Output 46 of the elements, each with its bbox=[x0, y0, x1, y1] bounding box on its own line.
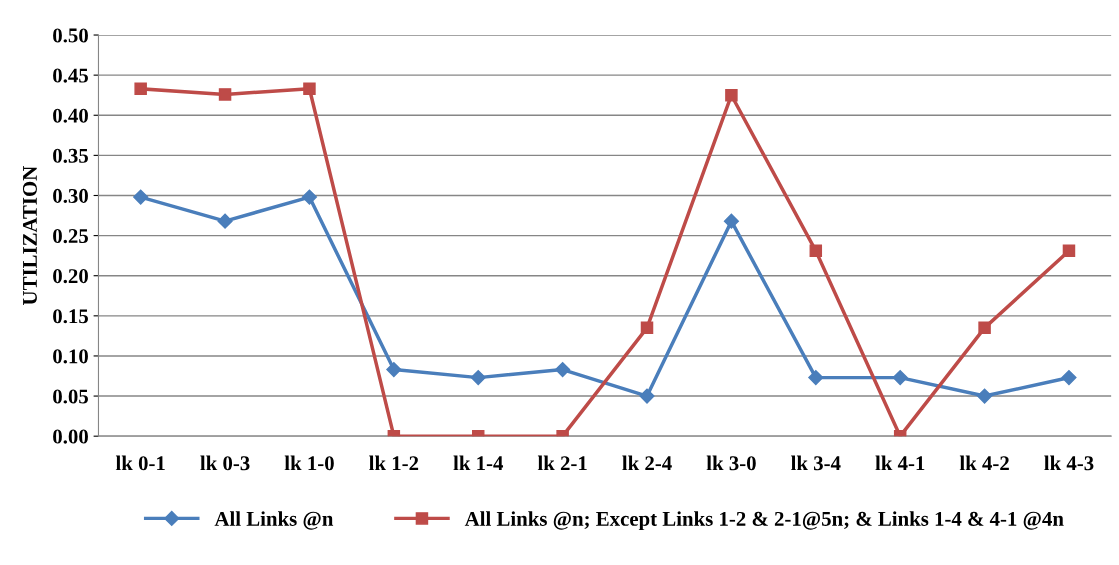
x-tick-label: lk 2-1 bbox=[537, 455, 587, 471]
x-tick-label: lk 4-3 bbox=[1044, 455, 1094, 471]
x-tick-label: lk 3-4 bbox=[791, 455, 841, 471]
x-tick-label: lk 1-0 bbox=[284, 455, 334, 471]
point bbox=[1061, 370, 1077, 386]
y-tick-label: 0.45 bbox=[53, 68, 88, 83]
point bbox=[303, 82, 316, 96]
x-tick-label: lk 4-2 bbox=[959, 455, 1009, 471]
point bbox=[555, 362, 571, 378]
point bbox=[892, 370, 908, 386]
y-tick-label: 0.25 bbox=[53, 228, 88, 244]
point bbox=[218, 88, 232, 101]
point bbox=[723, 213, 739, 229]
point bbox=[1062, 244, 1076, 258]
y-tick-label: 0.20 bbox=[53, 269, 88, 284]
legend-label: All Links @n bbox=[214, 511, 334, 530]
y-tick-label: 0.10 bbox=[53, 349, 88, 364]
x-tick-label: lk 0-3 bbox=[200, 455, 250, 471]
point bbox=[470, 370, 486, 386]
x-tick-label: lk 0-1 bbox=[115, 455, 165, 471]
point bbox=[134, 82, 147, 96]
y-tick-label: 0.30 bbox=[53, 188, 88, 204]
point bbox=[217, 213, 233, 229]
x-tick-label: lk 3-0 bbox=[706, 455, 756, 471]
point bbox=[386, 362, 402, 378]
x-tick-label: lk 1-4 bbox=[453, 455, 504, 471]
point bbox=[133, 189, 149, 205]
y-tick-label: 0.35 bbox=[53, 148, 88, 163]
point bbox=[725, 88, 738, 102]
point bbox=[977, 388, 993, 404]
y-tick-label: 0.50 bbox=[53, 28, 88, 43]
point bbox=[301, 189, 318, 205]
y-axis-title: UTILIZATION bbox=[22, 166, 37, 305]
y-tick-label: 0.15 bbox=[53, 309, 88, 324]
x-tick-label: lk 1-2 bbox=[369, 455, 419, 471]
legend-label: All Links @n; Except Links 1-2 & 2-1@5n; & Links 1-4 & 4-1 @4n bbox=[464, 511, 1064, 531]
x-tick-label: lk 2-4 bbox=[622, 455, 672, 471]
y-tick-label: 0.00 bbox=[53, 429, 88, 444]
x-tick-label: lk 4-1 bbox=[875, 455, 925, 471]
point bbox=[639, 388, 655, 404]
y-tick-label: 0.40 bbox=[53, 108, 88, 123]
point bbox=[808, 370, 824, 386]
point bbox=[640, 321, 654, 335]
point bbox=[809, 244, 823, 258]
y-tick-label: 0.05 bbox=[53, 389, 88, 404]
point bbox=[978, 321, 991, 335]
